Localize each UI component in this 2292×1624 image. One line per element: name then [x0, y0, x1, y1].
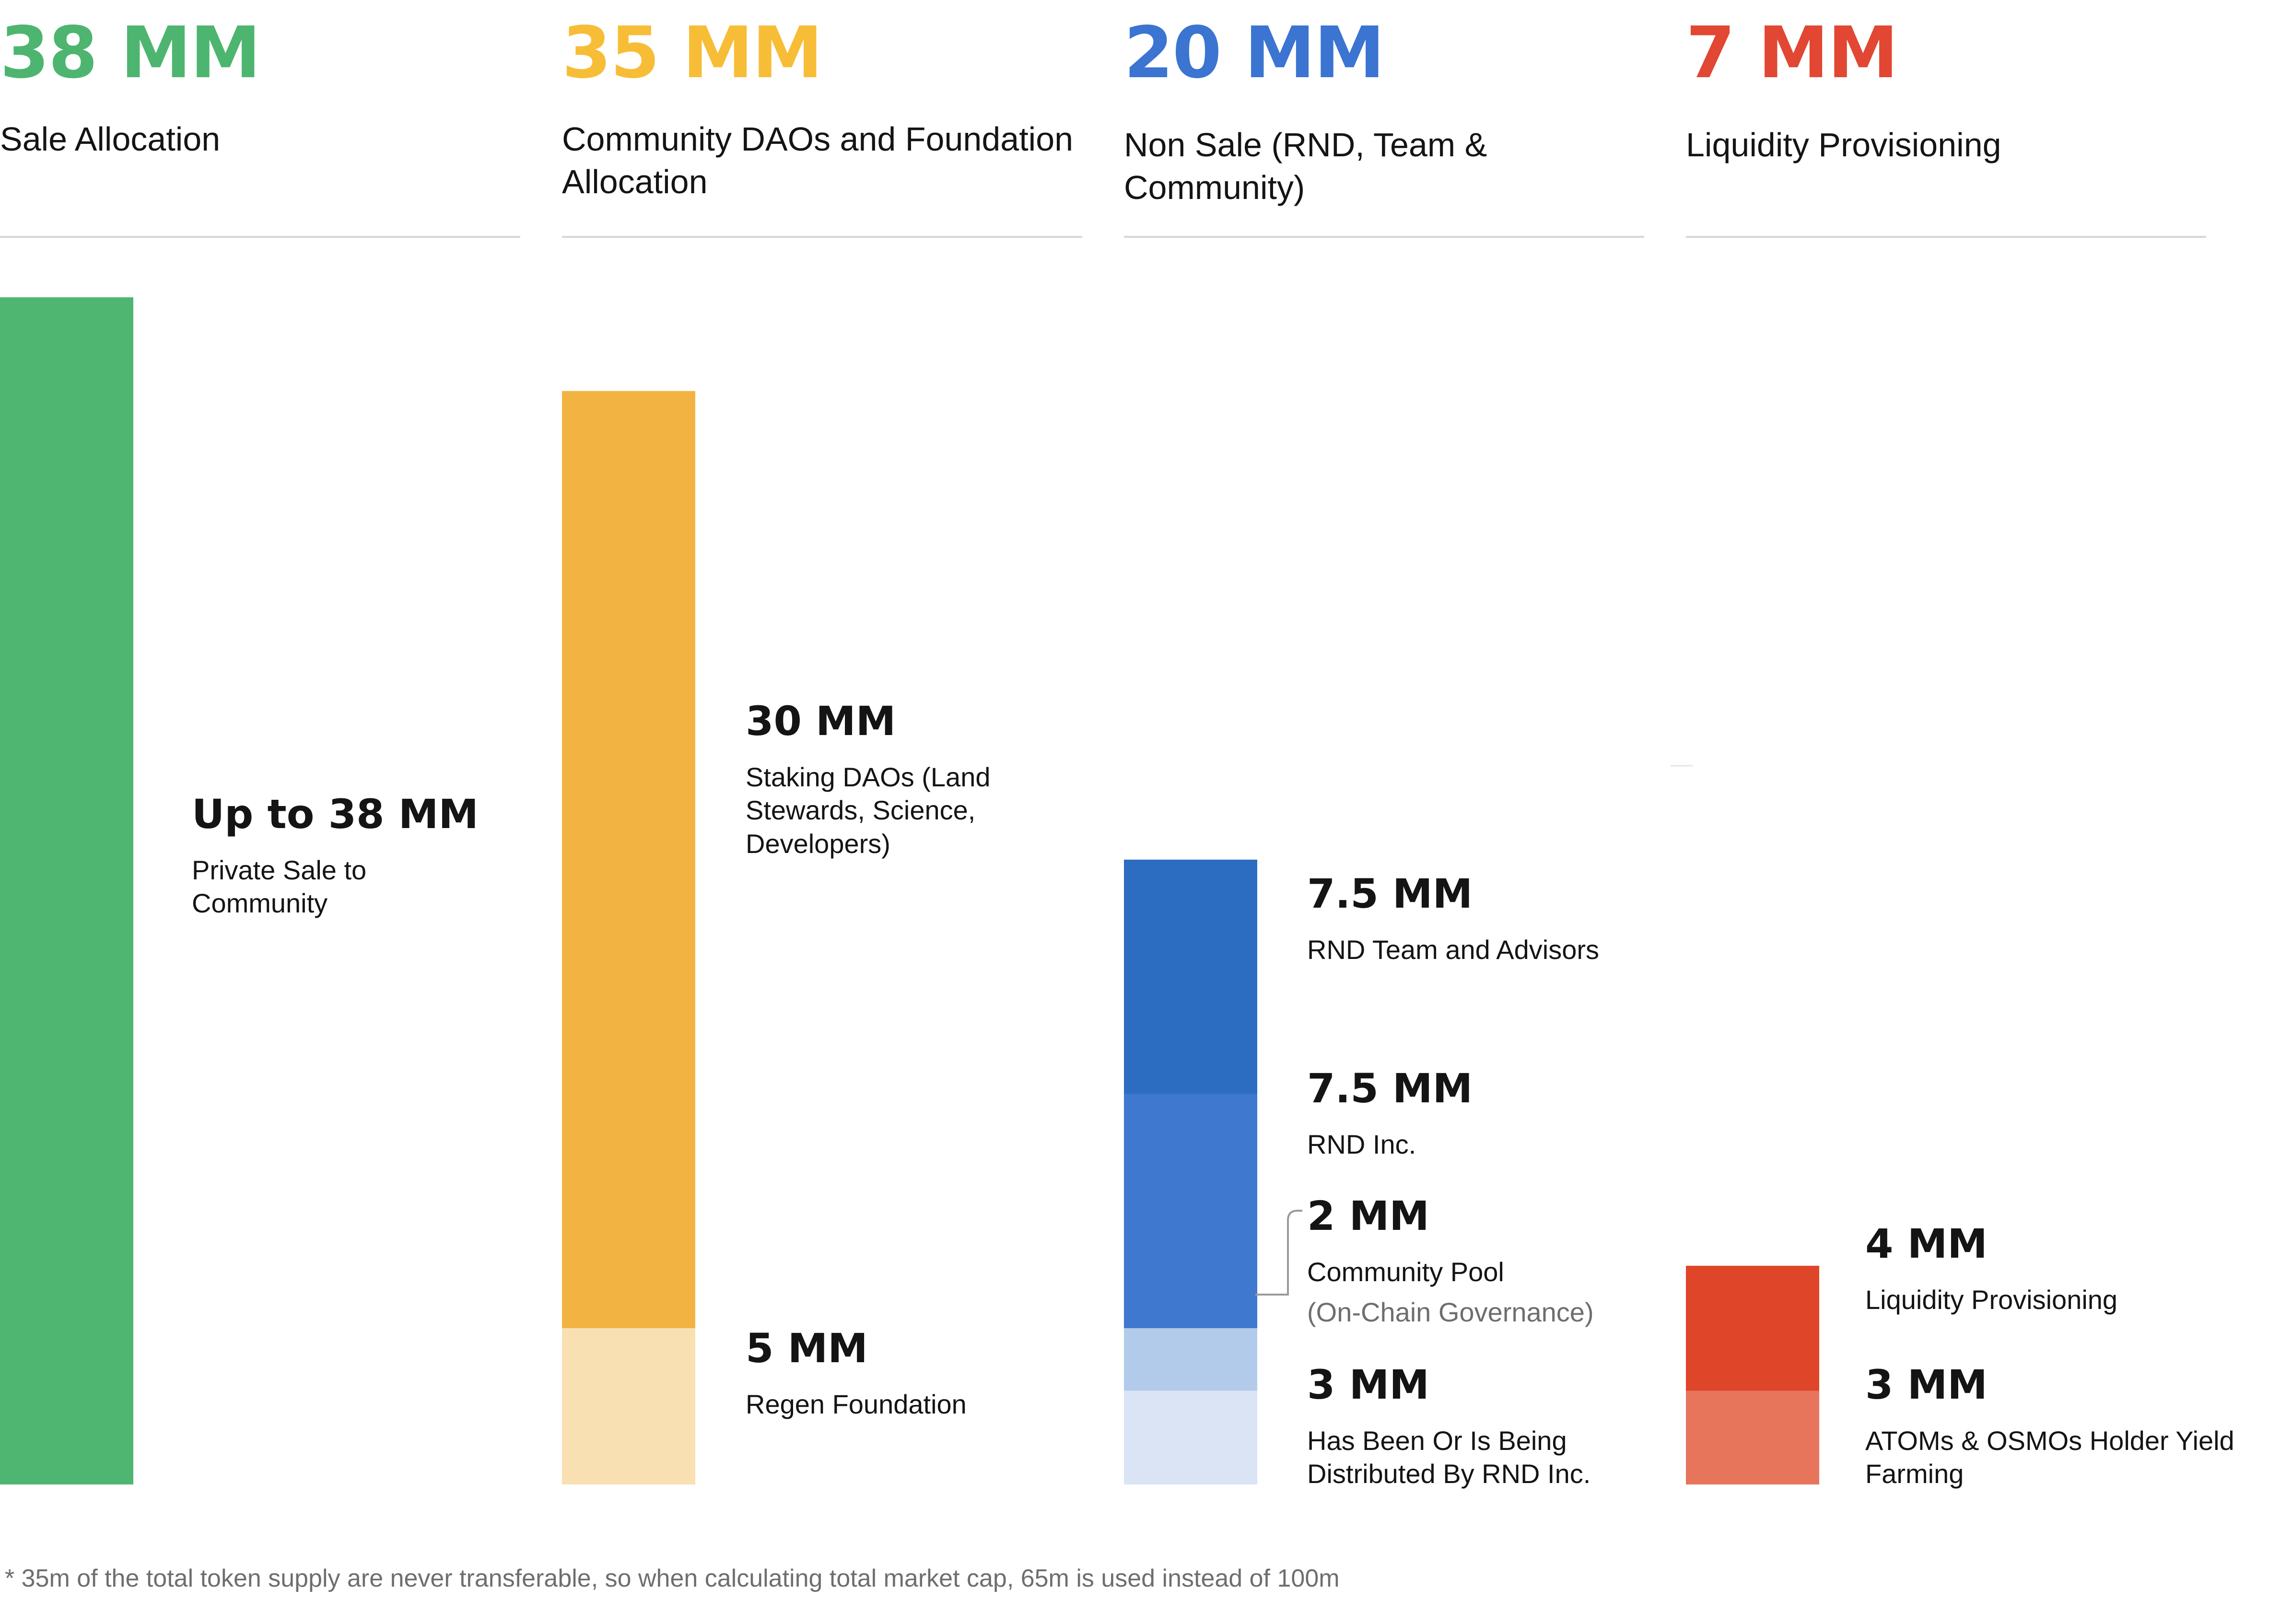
segment-value: 5 MM	[746, 1325, 868, 1372]
segment-label-staking-daos: 30 MM Staking DAOs (Land Stewards, Scien…	[746, 701, 1014, 860]
segment-desc: Private Sale to Community	[192, 855, 367, 919]
segment-label-yield-farming: 3 MM ATOMs & OSMOs Holder Yield Farming	[1865, 1365, 2258, 1491]
category-label: Community DAOs and Foundation Allocation	[562, 120, 1074, 200]
bar-segment-col2-seg1	[562, 391, 695, 1329]
segment-label-liquidity: 4 MM Liquidity Provisioning	[1865, 1224, 2258, 1316]
segment-sublabel: (On-Chain Governance)	[1307, 1297, 1594, 1328]
bar-segment-col1-seg1	[0, 297, 133, 1484]
bar-segment-col4-seg2	[1686, 1390, 1819, 1484]
bar-segment-col3-seg3	[1124, 1328, 1257, 1391]
segment-label-rnd-inc: 7.5 MM RND Inc.	[1307, 1068, 1643, 1161]
column-header-community-daos: 35 MM Community DAOs and Foundation Allo…	[562, 17, 1085, 203]
segment-value: 7.5 MM	[1307, 870, 1473, 917]
category-label: Non Sale (RND, Team & Community)	[1124, 126, 1487, 206]
segment-label-private-sale: Up to 38 MM Private Sale to Community	[192, 794, 479, 920]
segment-desc: ATOMs & OSMOs Holder Yield Farming	[1865, 1425, 2234, 1489]
segment-value: 4 MM	[1865, 1220, 1988, 1267]
segment-desc: Has Been Or Is Being Distributed By RND …	[1307, 1425, 1591, 1489]
segment-value: 2 MM	[1307, 1192, 1429, 1239]
segment-value: 3 MM	[1307, 1361, 1429, 1408]
bar-segment-col3-seg1	[1124, 859, 1257, 1094]
segment-label-distributed: 3 MM Has Been Or Is Being Distributed By…	[1307, 1365, 1643, 1491]
footnote: * 35m of the total token supply are neve…	[5, 1565, 1340, 1592]
segment-value: 30 MM	[746, 698, 896, 745]
header-divider	[562, 236, 1082, 238]
segment-value: Up to 38 MM	[192, 791, 479, 838]
header-divider	[1686, 236, 2206, 238]
total-value: 7 MM	[1686, 12, 1898, 94]
category-label: Sale Allocation	[0, 120, 221, 158]
segment-label-regen-foundation: 5 MM Regen Foundation	[746, 1328, 1033, 1421]
column-header-non-sale: 20 MM Non Sale (RND, Team & Community)	[1124, 17, 1647, 209]
segment-value: 7.5 MM	[1307, 1065, 1473, 1112]
segment-desc: Staking DAOs (Land Stewards, Science, De…	[746, 762, 991, 859]
header-divider	[0, 236, 520, 238]
column-header-sale: 38 MM Sale Allocation	[0, 17, 523, 161]
bar-segment-col4-seg1	[1686, 1265, 1819, 1391]
bar-segment-col3-seg2	[1124, 1094, 1257, 1329]
total-value: 38 MM	[0, 12, 261, 94]
category-label: Liquidity Provisioning	[1686, 126, 2001, 164]
bar-segment-col2-seg2	[562, 1328, 695, 1484]
segment-label-community-pool: 2 MM Community Pool (On-Chain Governance…	[1307, 1196, 1643, 1329]
total-value: 35 MM	[562, 12, 823, 94]
segment-desc: Liquidity Provisioning	[1865, 1285, 2118, 1315]
segment-desc: Regen Foundation	[746, 1389, 967, 1419]
header-divider	[1124, 236, 1644, 238]
segment-value: 3 MM	[1865, 1361, 1988, 1408]
segment-desc: Community Pool	[1307, 1257, 1504, 1287]
segment-label-rnd-team: 7.5 MM RND Team and Advisors	[1307, 874, 1643, 966]
segment-desc: RND Inc.	[1307, 1129, 1416, 1159]
total-value: 20 MM	[1124, 12, 1385, 94]
bar-segment-col3-seg4	[1124, 1390, 1257, 1484]
column-header-liquidity: 7 MM Liquidity Provisioning	[1686, 17, 2209, 166]
segment-desc: RND Team and Advisors	[1307, 935, 1599, 965]
community-pool-connector	[1255, 1210, 1302, 1296]
